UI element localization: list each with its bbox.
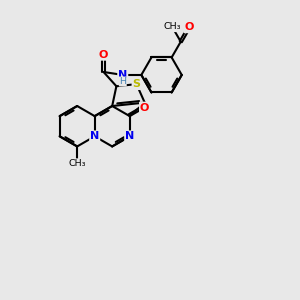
Text: O: O (184, 22, 194, 32)
Text: CH₃: CH₃ (68, 159, 86, 168)
Text: N: N (90, 131, 99, 141)
Text: H: H (119, 77, 126, 86)
Text: O: O (140, 103, 149, 112)
Text: N: N (118, 70, 128, 80)
Text: N: N (125, 131, 134, 141)
Text: O: O (99, 50, 108, 60)
Text: S: S (133, 79, 140, 89)
Text: CH₃: CH₃ (164, 22, 181, 31)
